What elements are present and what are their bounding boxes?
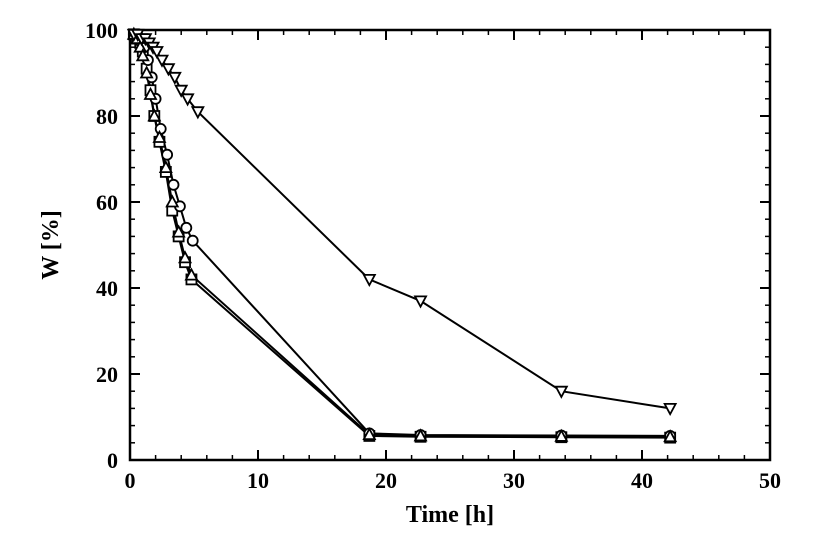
svg-text:20: 20 bbox=[375, 468, 397, 493]
svg-text:50: 50 bbox=[759, 468, 781, 493]
svg-text:0: 0 bbox=[107, 448, 118, 473]
svg-text:100: 100 bbox=[85, 18, 118, 43]
svg-text:10: 10 bbox=[247, 468, 269, 493]
chart-svg: 0 10 20 30 40 50 0 20 40 60 80 100 Time [h] W [%] bbox=[0, 0, 826, 543]
svg-text:80: 80 bbox=[96, 104, 118, 129]
svg-text:Time [h]: Time [h] bbox=[406, 502, 494, 528]
svg-text:40: 40 bbox=[96, 276, 118, 301]
chart-container: 0 10 20 30 40 50 0 20 40 60 80 100 Time [h] W [%] bbox=[0, 0, 826, 543]
svg-text:W [%]: W [%] bbox=[38, 210, 64, 280]
svg-text:40: 40 bbox=[631, 468, 653, 493]
svg-text:20: 20 bbox=[96, 362, 118, 387]
svg-text:30: 30 bbox=[503, 468, 525, 493]
svg-text:0: 0 bbox=[125, 468, 136, 493]
svg-text:60: 60 bbox=[96, 190, 118, 215]
